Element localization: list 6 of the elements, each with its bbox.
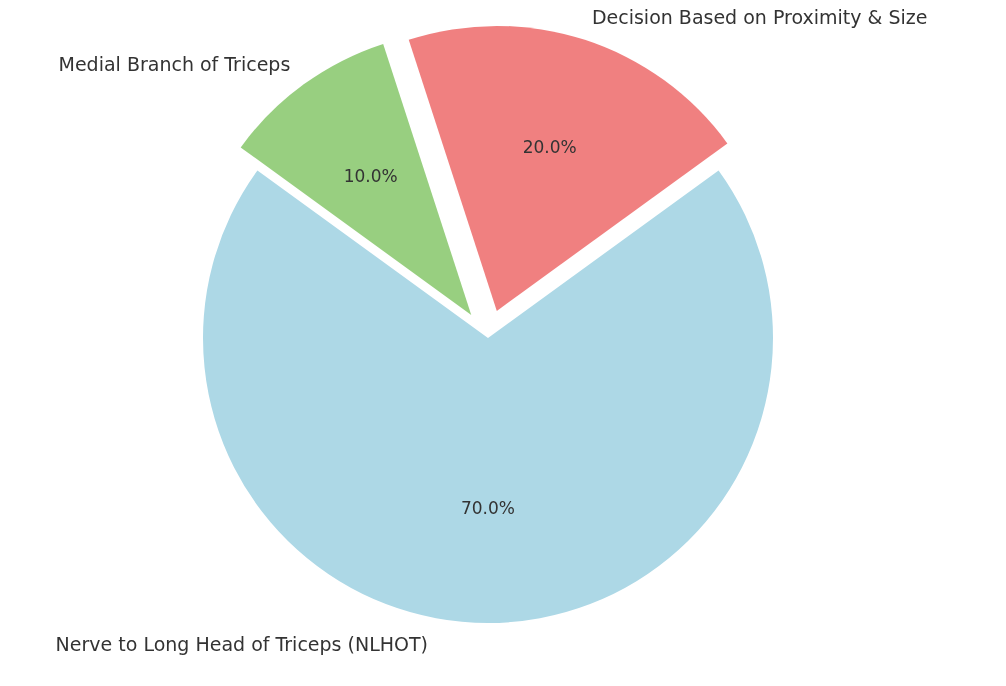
slice-label: Medial Branch of Triceps <box>58 53 291 76</box>
slice-label: Nerve to Long Head of Triceps (NLHOT) <box>55 633 428 656</box>
data-label: 10.0% <box>343 165 398 186</box>
slice-label: Decision Based on Proximity & Size <box>591 5 928 28</box>
data-label: 70.0% <box>460 498 516 518</box>
data-label: 20.0% <box>522 137 577 158</box>
